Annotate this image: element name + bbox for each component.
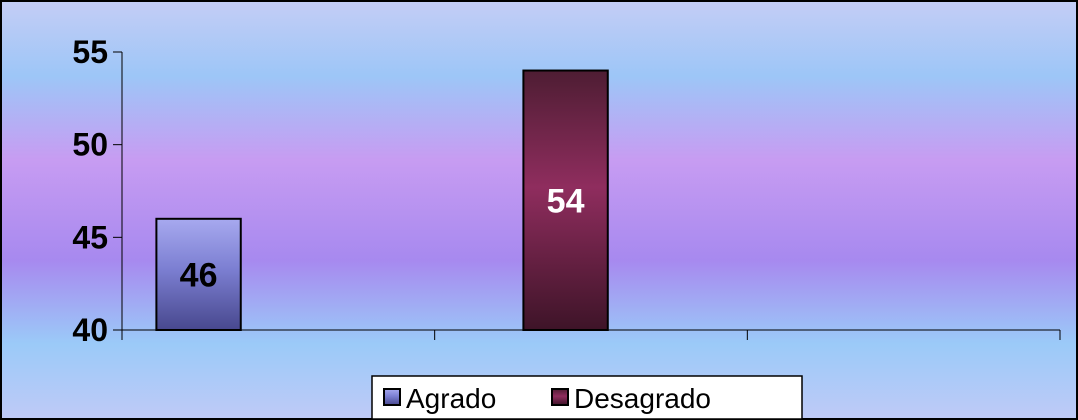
- y-tick-label: 45: [72, 219, 108, 255]
- legend-swatch: [551, 388, 569, 406]
- legend-swatch: [383, 388, 401, 406]
- y-tick-label: 50: [72, 127, 108, 163]
- legend-label: Agrado: [406, 383, 496, 414]
- y-tick-label: 55: [72, 34, 108, 70]
- legend-label: Desagrado: [574, 383, 711, 414]
- y-tick-label: 40: [72, 312, 108, 348]
- bar-value-label: 46: [180, 256, 218, 294]
- bar-value-label: 54: [547, 182, 585, 220]
- bar-agrado: [155, 217, 242, 331]
- bar-desagrado: [522, 69, 609, 332]
- legend-box: [371, 375, 803, 420]
